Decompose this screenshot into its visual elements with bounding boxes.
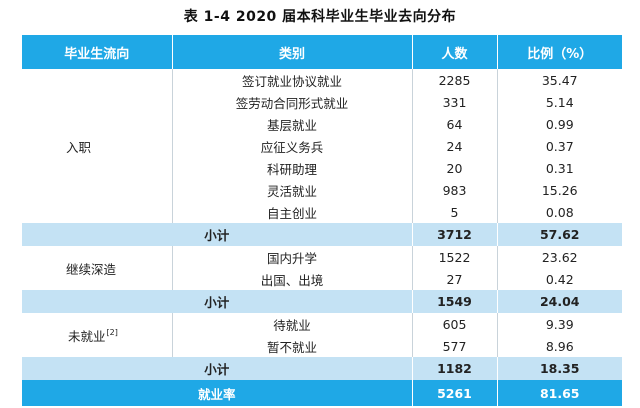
row-percent: 9.39 bbox=[496, 313, 622, 335]
total-row: 就业率 5261 81.65 bbox=[22, 380, 622, 406]
table-row: 灵活就业 983 15.26 bbox=[22, 179, 622, 201]
row-percent: 8.96 bbox=[496, 335, 622, 357]
row-percent: 35.47 bbox=[496, 69, 622, 91]
row-category: 灵活就业 bbox=[171, 179, 412, 201]
row-percent: 15.26 bbox=[496, 179, 622, 201]
row-count: 20 bbox=[411, 157, 497, 179]
subtotal-percent: 24.04 bbox=[496, 290, 622, 313]
table-row: 基层就业 64 0.99 bbox=[22, 113, 622, 135]
row-percent: 0.99 bbox=[496, 113, 622, 135]
row-category: 国内升学 bbox=[171, 246, 412, 268]
row-category: 待就业 bbox=[171, 313, 412, 335]
table-row: 签劳动合同形式就业 331 5.14 bbox=[22, 91, 622, 113]
subtotal-label: 小计 bbox=[22, 357, 412, 380]
table-row: 未就业[2] 待就业 605 9.39 bbox=[22, 313, 622, 344]
row-count: 577 bbox=[411, 335, 497, 357]
row-count: 2285 bbox=[411, 69, 497, 91]
subtotal-percent: 57.62 bbox=[496, 223, 622, 246]
subtotal-count: 1182 bbox=[411, 357, 497, 380]
group-label-unemployed: 未就业[2] bbox=[22, 313, 172, 357]
table-row: 自主创业 5 0.08 bbox=[22, 201, 622, 223]
row-count: 64 bbox=[411, 113, 497, 135]
row-count: 331 bbox=[411, 91, 497, 113]
row-category: 自主创业 bbox=[171, 201, 412, 223]
subtotal-row: 小计 1549 24.04 bbox=[22, 290, 622, 313]
row-category: 基层就业 bbox=[171, 113, 412, 135]
table-row: 出国、出境 27 0.42 bbox=[22, 268, 622, 290]
footnote-marker: [2] bbox=[106, 328, 118, 338]
row-percent: 5.14 bbox=[496, 91, 622, 113]
total-count: 5261 bbox=[411, 380, 497, 406]
subtotal-count: 3712 bbox=[411, 223, 497, 246]
header-row: 毕业生流向 类别 人数 比例（%） bbox=[22, 35, 622, 69]
header-count: 人数 bbox=[411, 35, 497, 69]
subtotal-row: 小计 3712 57.62 bbox=[22, 223, 622, 246]
table-caption: 表 1-4 2020 届本科毕业生毕业去向分布 bbox=[183, 9, 457, 25]
subtotal-count: 1549 bbox=[411, 290, 497, 313]
table-row: 继续深造 国内升学 1522 23.62 bbox=[22, 246, 622, 277]
subtotal-label: 小计 bbox=[22, 290, 412, 313]
row-percent: 0.42 bbox=[496, 268, 622, 290]
row-category: 应征义务兵 bbox=[171, 135, 412, 157]
row-count: 5 bbox=[411, 201, 497, 223]
destination-table: 毕业生流向 类别 人数 比例（%） 入职 签订就业协议就业 2285 35.47… bbox=[22, 35, 622, 406]
row-count: 983 bbox=[411, 179, 497, 201]
row-category: 暂不就业 bbox=[171, 335, 412, 357]
row-percent: 0.31 bbox=[496, 157, 622, 179]
table-row: 暂不就业 577 8.96 bbox=[22, 335, 622, 357]
total-label: 就业率 bbox=[22, 380, 412, 406]
row-count: 27 bbox=[411, 268, 497, 290]
table-row: 科研助理 20 0.31 bbox=[22, 157, 622, 179]
row-percent: 0.08 bbox=[496, 201, 622, 223]
subtotal-percent: 18.35 bbox=[496, 357, 622, 380]
group-label-employed: 入职 bbox=[66, 139, 92, 155]
group-label-text: 未就业 bbox=[68, 328, 106, 344]
table-row: 应征义务兵 24 0.37 bbox=[22, 135, 622, 157]
row-category: 科研助理 bbox=[171, 157, 412, 179]
total-percent: 81.65 bbox=[496, 380, 622, 406]
row-count: 1522 bbox=[411, 246, 497, 268]
row-count: 24 bbox=[411, 135, 497, 157]
table-row: 入职 签订就业协议就业 2285 35.47 bbox=[22, 69, 622, 155]
row-category: 出国、出境 bbox=[171, 268, 412, 290]
row-percent: 23.62 bbox=[496, 246, 622, 268]
row-category: 签劳动合同形式就业 bbox=[171, 91, 412, 113]
header-category: 类别 bbox=[171, 35, 412, 69]
header-percent: 比例（%） bbox=[496, 35, 622, 69]
row-category: 签订就业协议就业 bbox=[171, 69, 412, 91]
group-label-study: 继续深造 bbox=[66, 261, 117, 277]
subtotal-label: 小计 bbox=[22, 223, 412, 246]
subtotal-row: 小计 1182 18.35 bbox=[22, 357, 622, 380]
row-percent: 0.37 bbox=[496, 135, 622, 157]
row-count: 605 bbox=[411, 313, 497, 335]
header-flow: 毕业生流向 bbox=[22, 35, 172, 69]
